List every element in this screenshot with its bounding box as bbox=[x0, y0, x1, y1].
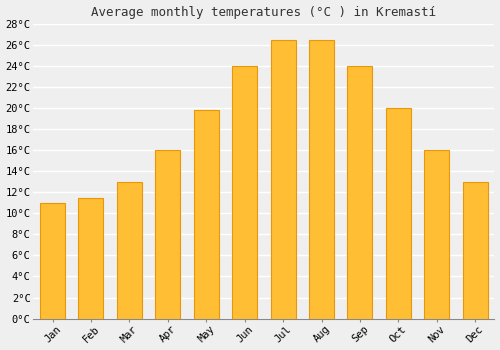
Bar bbox=[462, 182, 487, 318]
Bar bbox=[309, 40, 334, 318]
Title: Average monthly temperatures (°C ) in Kremastí: Average monthly temperatures (°C ) in Kr… bbox=[92, 6, 436, 19]
Bar bbox=[232, 66, 257, 318]
Bar bbox=[424, 150, 450, 318]
Bar bbox=[78, 197, 104, 318]
Bar bbox=[386, 108, 411, 318]
Bar bbox=[117, 182, 142, 318]
Bar bbox=[40, 203, 65, 318]
Bar bbox=[270, 40, 295, 318]
Bar bbox=[194, 110, 218, 318]
Bar bbox=[348, 66, 372, 318]
Bar bbox=[156, 150, 180, 318]
